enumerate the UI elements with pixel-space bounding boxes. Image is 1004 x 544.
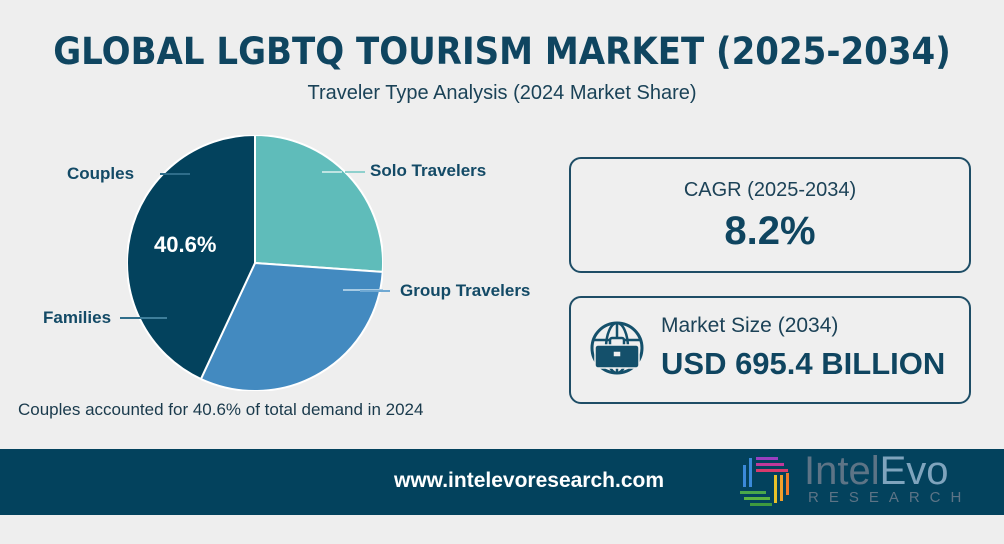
- footer-banner: www.intelevoresearch.com IntelEvo RESEAR…: [0, 449, 1004, 515]
- label-couples: Couples: [67, 164, 135, 183]
- market-size-value: USD 695.4 BILLION: [661, 346, 946, 381]
- intelevo-logo-icon: [740, 457, 789, 506]
- cagr-card: CAGR (2025-2034) 8.2%: [569, 157, 971, 273]
- page-title: GLOBAL LGBTQ TOURISM MARKET (2025-2034): [53, 30, 951, 73]
- logo-intel: Intel: [804, 449, 880, 493]
- logo-evo: Evo: [879, 449, 949, 493]
- cagr-value: 8.2%: [724, 209, 816, 253]
- pie-chart: [127, 135, 383, 391]
- globe-briefcase-icon: [590, 321, 644, 375]
- chart-caption: Couples accounted for 40.6% of total dem…: [18, 400, 424, 419]
- page-subtitle: Traveler Type Analysis (2024 Market Shar…: [307, 82, 697, 104]
- slice-group-travelers: [199, 261, 383, 391]
- slice-solo-travelers: [254, 135, 383, 273]
- logo-wordmark: IntelEvo: [804, 449, 949, 494]
- market-size-card: Market Size (2034) USD 695.4 BILLION: [569, 296, 971, 404]
- label-families: Families: [43, 308, 112, 327]
- label-solo-travelers: Solo Travelers: [370, 161, 487, 180]
- logo-research: RESEARCH: [808, 489, 972, 506]
- cagr-label: CAGR (2025-2034): [683, 179, 857, 201]
- label-group-travelers: Group Travelers: [400, 281, 531, 300]
- market-size-label: Market Size (2034): [661, 314, 839, 337]
- website-link[interactable]: www.intelevoresearch.com: [394, 469, 664, 492]
- couples-percentage: 40.6%: [154, 232, 217, 257]
